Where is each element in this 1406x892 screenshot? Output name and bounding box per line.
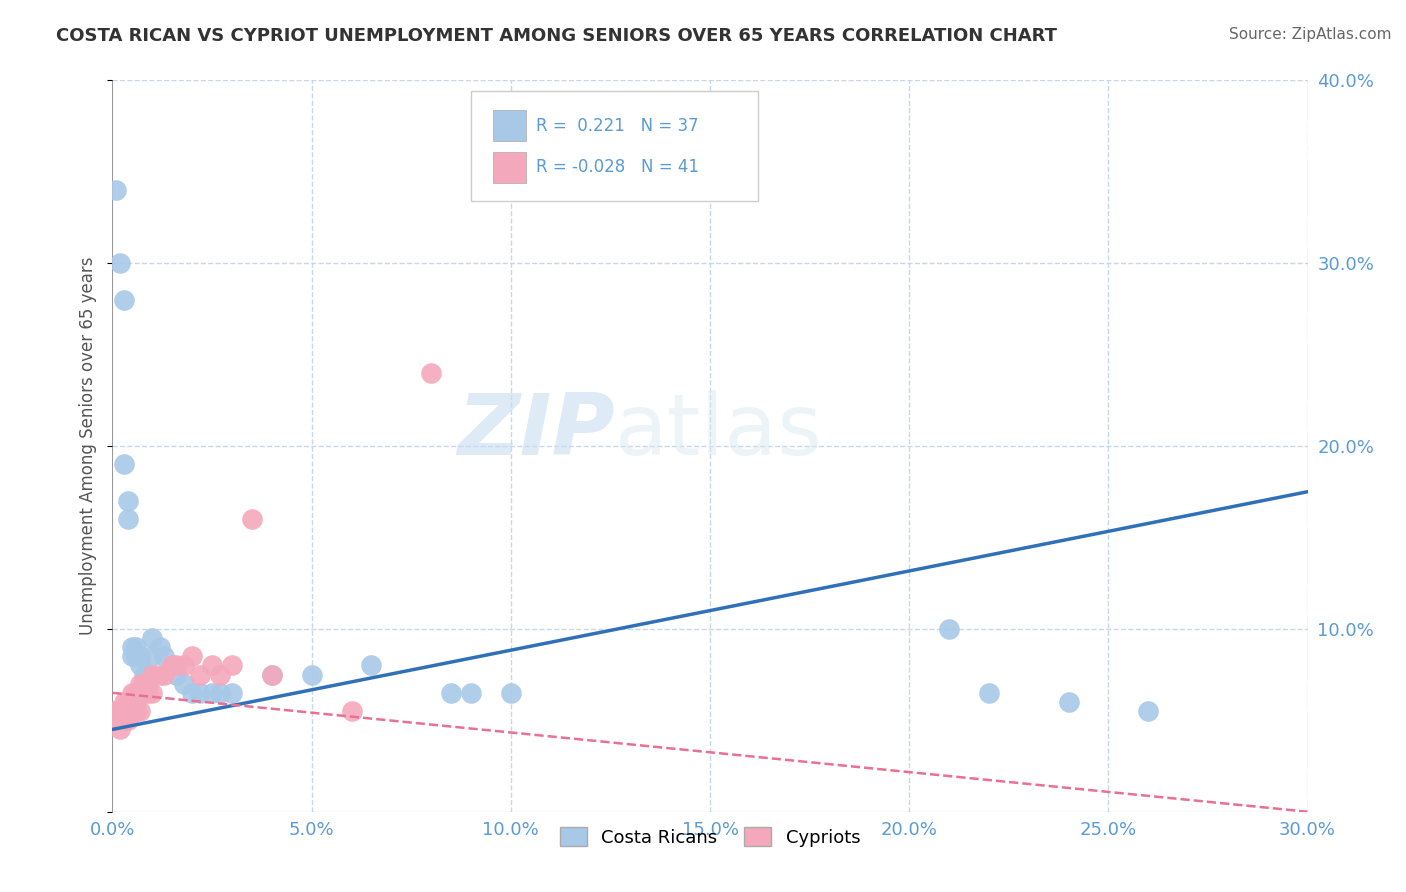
Point <box>121 695 143 709</box>
Point <box>460 686 482 700</box>
Point <box>221 686 243 700</box>
Point <box>340 704 363 718</box>
Point <box>499 686 522 700</box>
Point <box>209 686 232 700</box>
Point <box>114 704 135 718</box>
Point <box>141 631 163 645</box>
Point <box>240 512 263 526</box>
Point <box>117 704 139 718</box>
FancyBboxPatch shape <box>492 152 526 183</box>
Point <box>153 667 176 681</box>
Point <box>105 714 128 728</box>
Point <box>125 695 148 709</box>
Point <box>149 667 172 681</box>
Point <box>260 667 283 681</box>
Point <box>121 704 143 718</box>
Point <box>188 667 211 681</box>
Point <box>360 658 382 673</box>
Point <box>117 714 139 728</box>
Point <box>201 686 224 700</box>
Point <box>114 293 135 307</box>
Point <box>121 686 143 700</box>
Text: atlas: atlas <box>614 390 823 473</box>
Point <box>260 667 283 681</box>
Point <box>138 667 160 681</box>
Point <box>188 686 211 700</box>
Point <box>129 658 152 673</box>
Point <box>134 686 156 700</box>
Text: Source: ZipAtlas.com: Source: ZipAtlas.com <box>1229 27 1392 42</box>
Point <box>301 667 323 681</box>
Point <box>134 667 156 681</box>
Point <box>129 704 152 718</box>
Point <box>110 714 132 728</box>
Point <box>209 667 232 681</box>
Y-axis label: Unemployment Among Seniors over 65 years: Unemployment Among Seniors over 65 years <box>79 257 97 635</box>
Point <box>1137 704 1160 718</box>
Legend: Costa Ricans, Cypriots: Costa Ricans, Cypriots <box>553 820 868 854</box>
Point <box>977 686 1000 700</box>
Point <box>138 676 160 690</box>
Point <box>138 686 160 700</box>
Point <box>105 704 128 718</box>
Point <box>162 658 183 673</box>
Point <box>141 667 163 681</box>
Text: R =  0.221   N = 37: R = 0.221 N = 37 <box>536 117 699 135</box>
Point <box>141 649 163 664</box>
Point <box>125 686 148 700</box>
Point <box>105 183 128 197</box>
Point <box>125 704 148 718</box>
Point <box>117 695 139 709</box>
Point <box>938 622 960 636</box>
Text: ZIP: ZIP <box>457 390 614 473</box>
Point <box>134 676 156 690</box>
Point <box>110 704 132 718</box>
Point <box>440 686 463 700</box>
Point <box>129 676 152 690</box>
Point <box>165 667 187 681</box>
Point <box>117 512 139 526</box>
Text: R = -0.028   N = 41: R = -0.028 N = 41 <box>536 158 699 176</box>
Point <box>181 686 204 700</box>
Point <box>1057 695 1080 709</box>
FancyBboxPatch shape <box>492 111 526 141</box>
Point <box>121 649 143 664</box>
Text: COSTA RICAN VS CYPRIOT UNEMPLOYMENT AMONG SENIORS OVER 65 YEARS CORRELATION CHAR: COSTA RICAN VS CYPRIOT UNEMPLOYMENT AMON… <box>56 27 1057 45</box>
Point <box>114 457 135 471</box>
Point <box>221 658 243 673</box>
Point <box>103 704 125 718</box>
Point <box>134 676 156 690</box>
Point <box>114 695 135 709</box>
Point <box>149 640 172 655</box>
Point <box>153 649 176 664</box>
Point <box>162 658 183 673</box>
Point <box>121 640 143 655</box>
Point <box>110 256 132 270</box>
Point <box>181 649 204 664</box>
Point <box>165 658 187 673</box>
Point <box>129 686 152 700</box>
Point <box>141 686 163 700</box>
Point <box>114 714 135 728</box>
Point <box>201 658 224 673</box>
Point <box>125 649 148 664</box>
Point <box>420 366 443 380</box>
Point <box>117 494 139 508</box>
Point <box>173 676 195 690</box>
FancyBboxPatch shape <box>471 91 758 201</box>
Point <box>110 723 132 737</box>
Point <box>173 658 195 673</box>
Point <box>129 649 152 664</box>
Point <box>125 640 148 655</box>
